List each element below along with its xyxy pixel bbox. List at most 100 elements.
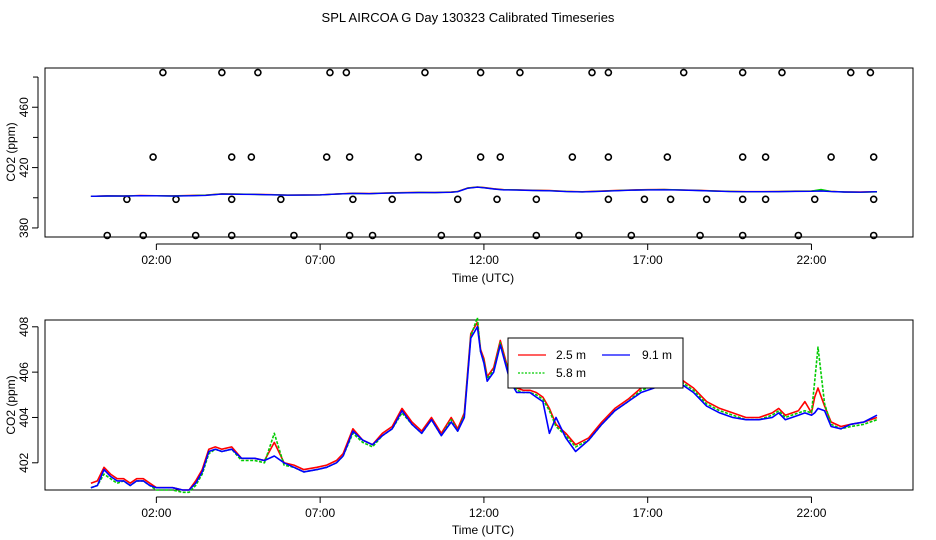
- flag-marker: [388, 195, 397, 204]
- flag-marker: [532, 195, 541, 204]
- top-plot-frame: [44, 67, 914, 238]
- legend-label-5-8m: 5.8 m: [556, 366, 586, 380]
- bottom-y-axis-label: CO2 (ppm): [4, 375, 18, 434]
- top-series-lines: [90, 186, 878, 197]
- flag-marker: [575, 231, 583, 240]
- flag-marker: [322, 153, 331, 161]
- flag-marker: [702, 195, 711, 204]
- flag-marker: [421, 68, 429, 77]
- y-tick-label: 406: [17, 362, 31, 382]
- flag-marker: [679, 68, 688, 77]
- bottom-panel: 02:00 07:00 12:00 17:00 22:00 402 404 406 408 T…: [4, 316, 914, 537]
- y-tick-label: 420: [17, 157, 31, 177]
- flag-marker: [604, 68, 613, 77]
- flag-marker: [666, 195, 675, 204]
- flag-marker: [139, 231, 148, 240]
- legend-label-9-1m: 9.1 m: [642, 348, 672, 362]
- flag-marker: [640, 195, 649, 204]
- flag-marker: [738, 231, 747, 240]
- flag-marker: [696, 231, 704, 240]
- flag-marker: [493, 195, 501, 204]
- flag-marker: [516, 68, 524, 77]
- flag-marker: [453, 195, 462, 204]
- y-tick-label: 402: [17, 452, 31, 472]
- x-tick-label: 17:00: [633, 253, 663, 267]
- flag-marker: [159, 68, 167, 77]
- flag-marker: [827, 153, 835, 161]
- flag-marker: [345, 153, 354, 161]
- flag-marker: [368, 231, 377, 240]
- flag-marker: [588, 68, 596, 77]
- flag-marker: [227, 195, 236, 204]
- flag-marker: [172, 195, 180, 204]
- flag-marker: [627, 231, 636, 240]
- bottom-plot-frame: [44, 319, 914, 491]
- series-line-5-8-m: [90, 316, 878, 494]
- flag-marker: [738, 153, 747, 161]
- series-line-9-1-m: [90, 325, 878, 491]
- y-tick-label: 380: [17, 218, 31, 238]
- flag-marker: [869, 231, 878, 240]
- y-tick-label: 460: [17, 97, 31, 117]
- flag-marker: [227, 231, 236, 240]
- legend: 2.5 m 5.8 m 9.1 m: [507, 337, 684, 389]
- x-tick-label: 22:00: [796, 506, 826, 520]
- flag-marker: [761, 153, 770, 161]
- flag-marker: [227, 153, 236, 161]
- flag-marker: [604, 153, 613, 161]
- flag-marker: [496, 153, 505, 161]
- bottom-y-axis: 402 404 406 408: [17, 316, 39, 473]
- flag-marker: [473, 231, 482, 240]
- flag-marker: [476, 153, 485, 161]
- top-x-axis-label: Time (UTC): [452, 271, 514, 285]
- bottom-series-lines: [90, 316, 878, 494]
- flag-marker: [290, 231, 298, 240]
- flag-marker: [254, 68, 262, 77]
- flag-marker: [247, 153, 256, 161]
- flag-marker: [191, 231, 200, 240]
- x-tick-label: 12:00: [469, 506, 499, 520]
- y-tick-label: 404: [17, 407, 31, 427]
- flag-marker: [532, 231, 541, 240]
- flag-marker: [794, 231, 803, 240]
- flag-marker: [218, 68, 226, 77]
- flag-marker: [476, 68, 485, 77]
- flag-marker: [869, 195, 878, 204]
- flag-marker: [342, 68, 351, 77]
- x-tick-label: 07:00: [305, 253, 335, 267]
- flag-marker: [810, 195, 819, 204]
- flag-marker: [846, 68, 855, 77]
- x-tick-label: 07:00: [305, 506, 335, 520]
- y-tick-label: 408: [17, 316, 31, 336]
- legend-label-2-5m: 2.5 m: [556, 348, 586, 362]
- flag-marker: [738, 195, 747, 204]
- x-tick-label: 17:00: [633, 506, 663, 520]
- flag-marker: [149, 153, 157, 161]
- flag-marker: [738, 68, 747, 77]
- flag-marker: [414, 153, 423, 161]
- flag-marker: [568, 153, 577, 161]
- flag-marker: [778, 68, 786, 77]
- bottom-x-axis: 02:00 07:00 12:00 17:00 22:00: [141, 496, 827, 520]
- x-tick-label: 12:00: [469, 253, 499, 267]
- flag-marker: [103, 231, 112, 240]
- flag-marker: [761, 195, 770, 204]
- flag-marker: [437, 231, 446, 240]
- legend-box: [507, 337, 684, 389]
- flag-marker: [326, 68, 334, 77]
- flag-marker: [277, 195, 285, 204]
- x-tick-label: 02:00: [141, 506, 171, 520]
- flag-marker: [866, 68, 875, 77]
- top-flag-markers: [103, 68, 878, 240]
- x-tick-label: 02:00: [141, 253, 171, 267]
- flag-marker: [349, 195, 357, 204]
- series-line-9-1-m: [90, 186, 878, 197]
- flag-marker: [123, 195, 131, 204]
- top-panel: 02:00 07:00 12:00 17:00 22:00 380 420 460 Time…: [4, 67, 914, 285]
- x-tick-label: 22:00: [796, 253, 826, 267]
- top-y-axis: 380 420 460: [17, 76, 39, 238]
- top-y-axis-label: CO2 (ppm): [4, 122, 18, 181]
- chart-title: SPL AIRCOA G Day 130323 Calibrated Times…: [322, 10, 615, 25]
- flag-marker: [869, 153, 878, 161]
